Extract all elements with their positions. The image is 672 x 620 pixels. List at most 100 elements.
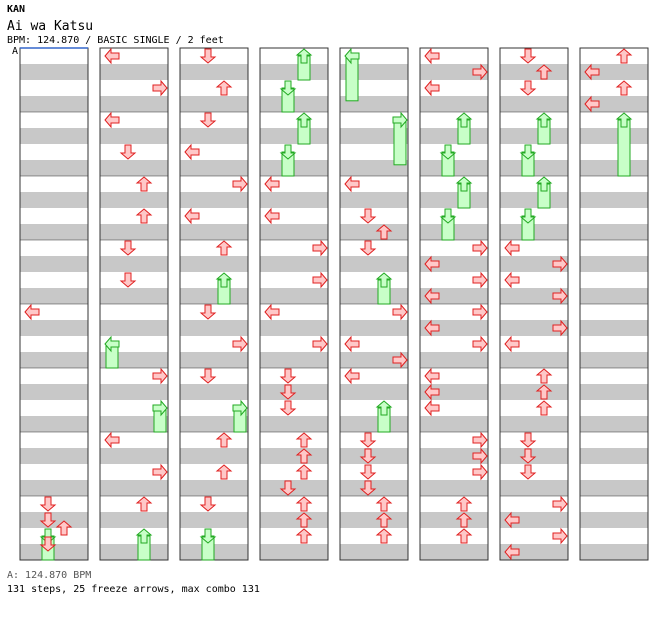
stripe	[340, 288, 408, 304]
arrow-left	[424, 287, 440, 305]
stripe	[340, 512, 408, 528]
arrow-up	[375, 272, 393, 288]
freeze-tail	[617, 119, 631, 177]
arrow-up	[535, 368, 553, 384]
arrow-down	[199, 112, 217, 128]
stripe	[260, 128, 328, 144]
step-chart	[19, 47, 649, 561]
stripe	[100, 416, 168, 432]
arrow-up	[535, 400, 553, 416]
stripe	[20, 512, 88, 528]
arrow-up	[455, 512, 473, 528]
arrow-left	[424, 47, 440, 65]
arrow-left	[184, 143, 200, 161]
stripe	[500, 96, 568, 112]
stripe	[100, 448, 168, 464]
arrow-up	[375, 496, 393, 512]
arrow-up	[535, 112, 553, 128]
arrow-left	[424, 255, 440, 273]
stripe	[580, 160, 648, 176]
stripe	[580, 352, 648, 368]
stripe	[180, 288, 248, 304]
column-border	[499, 47, 569, 561]
stripe	[340, 192, 408, 208]
stripe	[20, 288, 88, 304]
stripe	[500, 320, 568, 336]
arrow-right	[232, 175, 248, 193]
arrow-right	[472, 239, 488, 257]
column-border	[259, 47, 329, 561]
arrow-down	[119, 240, 137, 256]
arrow-down	[39, 536, 57, 552]
arrow-down	[199, 48, 217, 64]
chart-info: BPM: 124.870 / BASIC SINGLE / 2 feet	[7, 35, 224, 46]
arrow-left	[504, 543, 520, 561]
stripe	[180, 384, 248, 400]
stripe	[500, 512, 568, 528]
arrow-down	[199, 496, 217, 512]
arrow-down	[279, 368, 297, 384]
stripe	[580, 384, 648, 400]
stripe	[340, 160, 408, 176]
arrow-down	[199, 528, 217, 544]
stripe	[180, 192, 248, 208]
stripe	[420, 384, 488, 400]
arrow-left	[584, 63, 600, 81]
stripe	[420, 256, 488, 272]
arrow-right	[552, 287, 568, 305]
arrow-up	[295, 528, 313, 544]
stripe	[340, 128, 408, 144]
arrow-right	[472, 335, 488, 353]
stripe	[420, 352, 488, 368]
stripe	[420, 448, 488, 464]
stripe	[580, 480, 648, 496]
arrow-right	[312, 271, 328, 289]
stripe	[580, 288, 648, 304]
arrow-up	[375, 224, 393, 240]
arrow-up	[215, 240, 233, 256]
arrow-up	[295, 512, 313, 528]
stripe	[580, 416, 648, 432]
arrow-down	[119, 272, 137, 288]
stripe	[500, 192, 568, 208]
stripe	[180, 128, 248, 144]
stripe	[20, 384, 88, 400]
arrow-right	[472, 431, 488, 449]
arrow-left	[424, 383, 440, 401]
stripe	[340, 480, 408, 496]
stripe	[20, 160, 88, 176]
arrow-down	[359, 464, 377, 480]
arrow-up	[215, 464, 233, 480]
arrow-left	[344, 47, 360, 65]
stripe	[20, 192, 88, 208]
arrow-left	[504, 239, 520, 257]
stripe	[420, 288, 488, 304]
stripe	[420, 416, 488, 432]
stripe	[500, 128, 568, 144]
arrow-left	[264, 303, 280, 321]
arrow-up	[455, 528, 473, 544]
arrow-left	[264, 175, 280, 193]
arrow-right	[552, 527, 568, 545]
arrow-right	[552, 495, 568, 513]
arrow-up	[535, 176, 553, 192]
arrow-up	[295, 48, 313, 64]
stripe	[580, 256, 648, 272]
arrow-up	[375, 512, 393, 528]
arrow-down	[119, 144, 137, 160]
stripe	[420, 544, 488, 560]
stripe	[180, 256, 248, 272]
arrow-right	[152, 367, 168, 385]
arrow-down	[39, 496, 57, 512]
arrow-down	[439, 208, 457, 224]
column-border	[99, 47, 169, 561]
arrow-up	[455, 496, 473, 512]
stripe	[180, 448, 248, 464]
arrow-right	[232, 335, 248, 353]
freeze-tail	[345, 55, 359, 102]
stripe	[100, 160, 168, 176]
stripe	[100, 320, 168, 336]
arrow-up	[135, 528, 153, 544]
stripe	[340, 544, 408, 560]
stripe	[500, 544, 568, 560]
